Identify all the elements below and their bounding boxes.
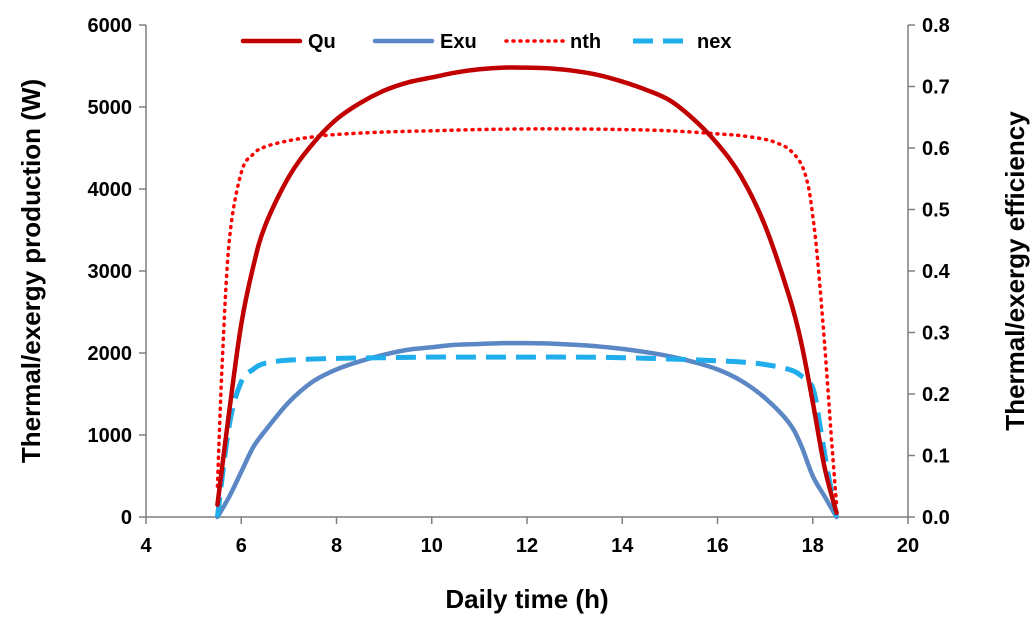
x-tick-label: 18: [802, 535, 824, 557]
series-line-nex: [214, 354, 840, 518]
legend-label-qu: Qu: [308, 31, 336, 53]
y-right-tick-label: 0.5: [922, 200, 950, 222]
x-tick-label: 14: [611, 535, 634, 557]
x-tick-label: 16: [706, 535, 728, 557]
y-left-tick-label: 4000: [88, 179, 133, 201]
x-tick-label: 4: [140, 535, 152, 557]
y-left-tick-label: 6000: [88, 15, 133, 37]
x-tick-label: 20: [897, 535, 919, 557]
legend-label-exu: Exu: [440, 31, 477, 53]
x-tick-label: 12: [516, 535, 538, 557]
legend: Qu Exu nth nex: [240, 31, 731, 53]
x-tick-label: 8: [331, 535, 342, 557]
x-axis-title: Daily time (h): [445, 584, 608, 614]
y-axis-left-title: Thermal/exergy production (W): [16, 79, 46, 463]
series-line-exu: [215, 340, 839, 520]
legend-label-nth: nth: [570, 31, 601, 53]
y-right-tick-label: 0.4: [922, 261, 951, 283]
y-right-tick-label: 0.7: [922, 77, 950, 99]
y-right-tick-label: 0.6: [922, 138, 950, 160]
y-right-tick-label: 0.1: [922, 446, 950, 468]
chart-axes: [145, 25, 909, 518]
x-tick-label: 6: [236, 535, 247, 557]
x-tick-label: 10: [421, 535, 443, 557]
axis-ticks: 4 6 8 10 12 14 16 18 20 0 1000 2000 3000 4000 5000 6000…: [88, 15, 951, 557]
y-left-tick-label: 0: [121, 507, 132, 529]
series-line-qu: [215, 65, 839, 516]
y-left-tick-label: 2000: [88, 343, 133, 365]
y-right-tick-label: 0.0: [922, 507, 950, 529]
y-axis-right-title: Thermal/exergy efficiency: [1000, 111, 1030, 431]
y-left-tick-label: 5000: [88, 97, 133, 119]
series-line-nth: [215, 127, 839, 507]
y-right-tick-label: 0.8: [922, 15, 950, 37]
data-series: [214, 65, 840, 520]
y-right-tick-label: 0.3: [922, 323, 950, 345]
legend-label-nex: nex: [697, 31, 731, 53]
y-left-tick-label: 3000: [88, 261, 133, 283]
y-right-tick-label: 0.2: [922, 384, 950, 406]
y-left-tick-label: 1000: [88, 425, 133, 447]
